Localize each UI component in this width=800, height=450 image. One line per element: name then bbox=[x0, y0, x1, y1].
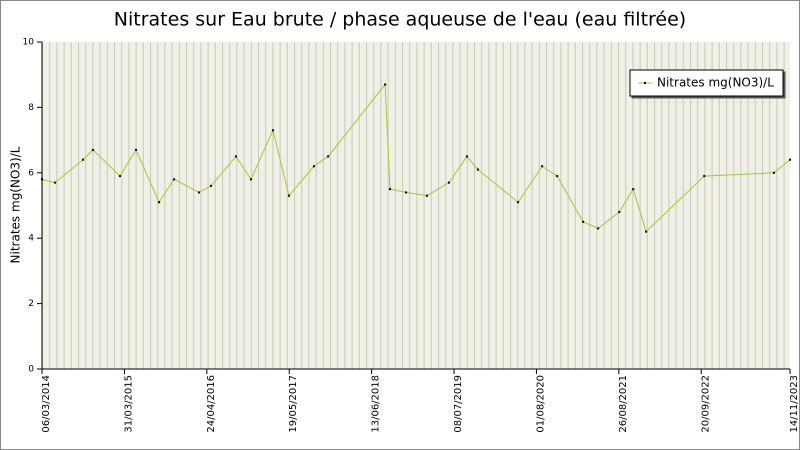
x-tick-label: 08/07/2019 bbox=[453, 375, 464, 433]
y-axis-label: Nitrates mg(NO3)/L bbox=[9, 146, 23, 263]
x-tick-label: 14/11/2023 bbox=[789, 375, 800, 433]
data-point bbox=[517, 201, 520, 204]
legend-label: Nitrates mg(NO3)/L bbox=[657, 76, 774, 90]
legend-box bbox=[629, 69, 784, 97]
legend: Nitrates mg(NO3)/L bbox=[629, 69, 784, 97]
data-point bbox=[789, 158, 791, 161]
data-point bbox=[703, 175, 706, 178]
data-point bbox=[288, 194, 291, 197]
data-point bbox=[476, 168, 479, 171]
data-point bbox=[632, 188, 635, 191]
data-point bbox=[597, 227, 600, 230]
data-point bbox=[645, 230, 648, 233]
x-tick-label: 06/03/2014 bbox=[41, 375, 52, 433]
data-point bbox=[384, 83, 387, 86]
data-point bbox=[91, 148, 94, 151]
data-point bbox=[210, 184, 213, 187]
y-tick-label: 4 bbox=[28, 234, 34, 244]
x-tick-label: 26/08/2021 bbox=[618, 375, 629, 433]
data-point bbox=[197, 191, 200, 194]
data-point bbox=[556, 175, 559, 178]
data-point bbox=[447, 181, 450, 184]
data-point bbox=[582, 220, 585, 223]
x-tick-label: 19/05/2017 bbox=[288, 375, 299, 433]
data-point bbox=[118, 175, 121, 178]
legend-marker bbox=[644, 82, 646, 84]
data-point bbox=[327, 155, 330, 158]
data-point bbox=[465, 155, 468, 158]
chart-title: Nitrates sur Eau brute / phase aqueuse d… bbox=[114, 9, 686, 31]
data-point bbox=[772, 171, 775, 174]
x-tick-label: 20/09/2022 bbox=[700, 375, 711, 433]
x-tick-label: 24/04/2016 bbox=[206, 375, 217, 433]
x-tick-label: 31/03/2015 bbox=[123, 375, 134, 433]
data-point bbox=[81, 158, 84, 161]
data-point bbox=[173, 178, 176, 181]
data-point bbox=[54, 181, 57, 184]
y-tick-label: 0 bbox=[28, 365, 34, 375]
y-tick-label: 8 bbox=[28, 103, 34, 113]
data-point bbox=[41, 178, 43, 181]
data-point bbox=[405, 191, 408, 194]
data-point bbox=[135, 148, 138, 151]
x-tick-label: 13/06/2018 bbox=[371, 375, 382, 433]
data-point bbox=[249, 178, 252, 181]
y-tick-label: 10 bbox=[23, 38, 35, 48]
data-point bbox=[541, 165, 544, 168]
data-point bbox=[425, 194, 428, 197]
x-tick-label: 01/08/2020 bbox=[535, 375, 546, 433]
y-tick-label: 6 bbox=[28, 168, 34, 178]
series-line bbox=[41, 83, 791, 233]
y-tick-label: 2 bbox=[28, 299, 34, 309]
data-point bbox=[234, 155, 237, 158]
data-point bbox=[389, 188, 392, 191]
data-point bbox=[158, 201, 161, 204]
data-point bbox=[618, 211, 621, 214]
data-point bbox=[271, 129, 274, 132]
data-point bbox=[312, 165, 315, 168]
